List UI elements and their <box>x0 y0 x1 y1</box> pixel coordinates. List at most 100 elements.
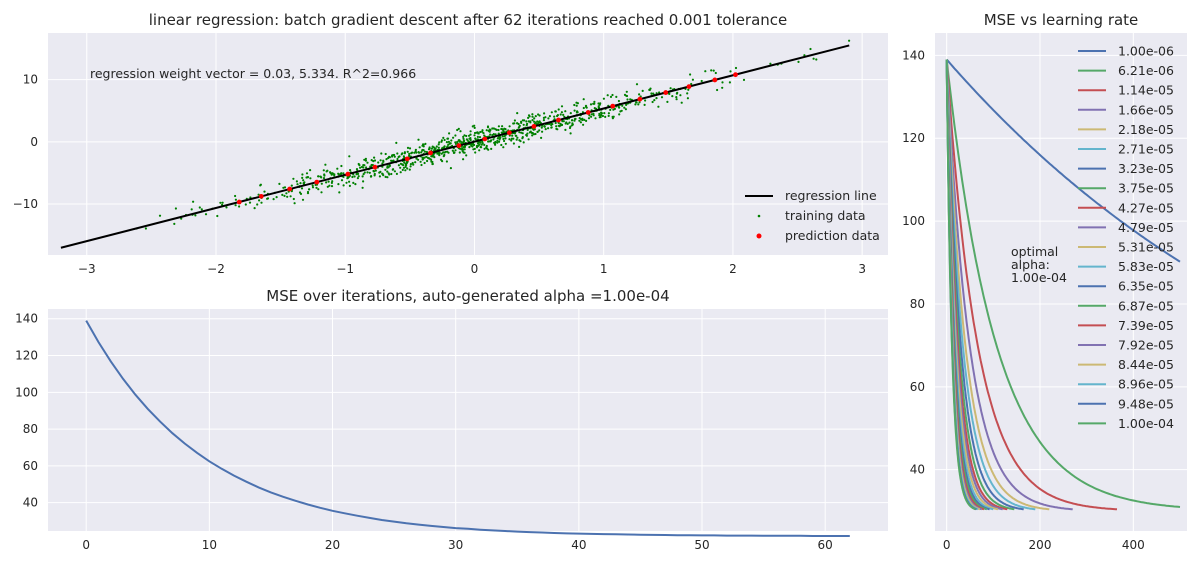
training-data-point <box>414 161 417 164</box>
training-data-point <box>598 103 601 106</box>
training-data-point <box>492 133 495 136</box>
training-data-point <box>448 132 451 135</box>
training-data-point <box>412 163 415 166</box>
training-data-point <box>442 151 445 154</box>
training-data-point <box>575 104 578 107</box>
training-data-point <box>417 138 420 141</box>
mse-iterations-y-ticks: 40 60 80 100 120 140 <box>15 312 38 510</box>
training-data-point <box>403 152 406 155</box>
training-data-point <box>504 137 507 140</box>
training-data-point <box>331 172 335 175</box>
training-data-point <box>511 134 514 137</box>
training-data-point <box>326 185 329 188</box>
training-data-point <box>638 93 641 96</box>
training-data-point <box>686 97 690 100</box>
training-data-point <box>346 176 349 179</box>
training-data-point <box>454 134 457 137</box>
training-data-point <box>340 164 343 168</box>
training-data-point <box>480 143 483 146</box>
training-data-point <box>409 165 412 168</box>
training-data-point <box>256 203 259 206</box>
training-data-point <box>515 134 518 137</box>
training-data-point <box>569 112 572 115</box>
training-data-point <box>378 175 381 178</box>
training-data-point <box>395 141 398 144</box>
prediction-data-point <box>456 143 462 149</box>
training-data-point <box>406 150 409 153</box>
training-data-point <box>585 106 588 109</box>
regression-y-tick-label: 0 <box>30 135 38 149</box>
legend-label: 7.39e-05 <box>1118 318 1174 333</box>
training-data-point <box>611 93 614 97</box>
training-data-point <box>446 137 449 140</box>
training-data-point <box>848 39 851 42</box>
training-data-point <box>320 182 323 185</box>
training-data-point <box>200 208 203 211</box>
training-data-point <box>345 181 348 184</box>
training-data-point <box>554 110 557 113</box>
training-data-point <box>426 159 429 163</box>
prediction-data-point <box>372 164 378 170</box>
training-data-point <box>641 89 644 92</box>
training-data-point <box>468 146 471 149</box>
training-data-point <box>590 115 593 118</box>
training-data-point <box>315 186 318 189</box>
training-data-point <box>617 99 621 103</box>
training-data-point <box>573 119 576 122</box>
legend-label: 8.96e-05 <box>1118 377 1174 392</box>
training-data-point <box>423 150 427 153</box>
training-data-point <box>564 122 567 125</box>
mse-iterations-x-ticks: 0 10 20 30 40 50 60 <box>82 538 832 552</box>
training-data-point <box>615 95 618 98</box>
training-data-point <box>481 130 484 133</box>
training-data-point <box>354 183 357 186</box>
training-data-point <box>431 145 434 148</box>
training-data-point <box>465 134 468 138</box>
training-data-point <box>401 168 404 171</box>
training-data-point <box>447 140 450 143</box>
training-data-point <box>704 70 707 73</box>
training-data-point <box>541 130 544 133</box>
training-data-point <box>542 119 546 122</box>
training-data-point <box>368 171 371 174</box>
training-data-point <box>769 62 772 65</box>
training-data-point <box>609 108 612 111</box>
training-data-point <box>515 138 518 141</box>
training-data-point <box>490 139 493 142</box>
training-data-point <box>450 139 453 142</box>
mse-iterations-grid <box>48 309 888 531</box>
prediction-data-point <box>345 171 351 177</box>
training-data-point <box>433 156 436 159</box>
training-data-point <box>382 174 385 177</box>
training-data-point <box>657 105 660 108</box>
training-data-point <box>352 181 355 184</box>
training-data-point <box>687 88 690 91</box>
training-data-point <box>408 152 411 155</box>
training-data-point <box>356 177 359 180</box>
training-data-point <box>436 152 439 155</box>
training-data-point <box>408 147 412 150</box>
training-data-point <box>496 139 499 142</box>
training-data-point <box>612 108 615 111</box>
training-data-point <box>594 117 597 120</box>
training-data-point <box>742 78 746 81</box>
training-data-point <box>691 78 695 81</box>
prediction-data-points <box>236 72 738 205</box>
training-data-point <box>292 197 295 201</box>
training-data-point <box>323 174 326 177</box>
training-data-point <box>322 169 325 172</box>
training-data-point <box>675 92 679 95</box>
training-data-point <box>534 121 537 124</box>
training-data-point <box>278 182 281 185</box>
training-data-point <box>317 175 320 178</box>
training-data-point <box>306 190 310 194</box>
training-data-point <box>635 83 639 86</box>
training-data-point <box>485 129 488 132</box>
training-data-point <box>527 138 530 141</box>
training-data-point <box>520 120 523 123</box>
optimal-alpha-annotation-line: alpha: <box>1011 257 1050 272</box>
learning-rate-curve <box>945 58 1181 263</box>
training-data-point <box>668 92 671 95</box>
training-data-point <box>311 186 315 189</box>
training-data-point <box>522 123 525 126</box>
